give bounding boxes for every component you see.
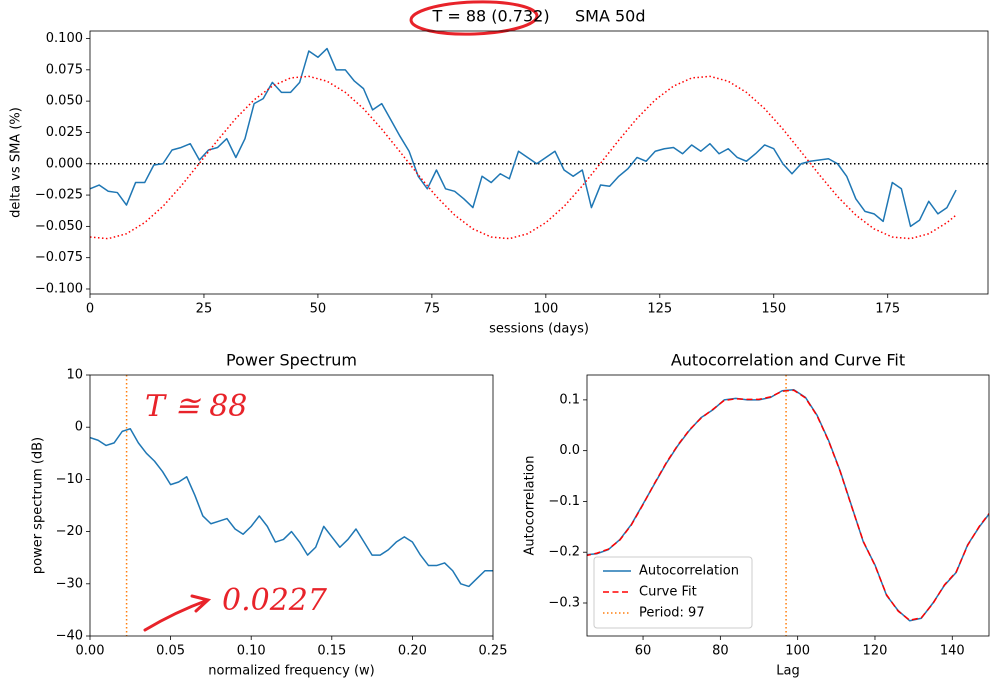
x-axis-label: normalized frequency (w) <box>208 664 374 679</box>
y-tick-label: −0.1 <box>548 494 580 509</box>
x-tick-label: 80 <box>712 644 729 659</box>
axes-frame <box>89 374 494 637</box>
series-line <box>90 75 957 240</box>
x-tick-label: 140 <box>940 644 965 659</box>
x-tick-label: 0.25 <box>479 644 508 659</box>
legend-label: Autocorrelation <box>639 564 739 579</box>
y-tick-label: −20 <box>56 524 83 539</box>
series-line <box>90 428 493 588</box>
y-tick-label: 0.025 <box>46 125 83 140</box>
y-axis-label: power spectrum (dB) <box>31 437 46 574</box>
x-tick-label: 100 <box>785 644 810 659</box>
y-tick-label: −30 <box>56 576 83 591</box>
y-tick-label: 0.100 <box>46 31 83 46</box>
handwritten-annotation: T ≅ 88 <box>145 389 247 424</box>
plot-area <box>587 375 989 636</box>
chart-title: T = 88 (0.732) SMA 50d <box>431 7 645 26</box>
axes-frame <box>89 30 989 295</box>
y-tick-label: 0.0 <box>559 443 580 458</box>
y-tick-label: −0.100 <box>35 281 83 296</box>
series-line <box>90 47 957 228</box>
y-tick-label: −0.2 <box>548 545 580 560</box>
legend-label: Period: 97 <box>639 606 705 621</box>
x-tick-label: 25 <box>196 302 213 317</box>
x-axis-label: sessions (days) <box>489 322 589 337</box>
x-tick-label: 100 <box>533 302 558 317</box>
plot-area <box>90 375 493 636</box>
y-tick-label: 0.075 <box>46 62 83 77</box>
axes-frame <box>586 374 990 637</box>
x-tick-label: 60 <box>635 644 652 659</box>
y-axis-label: Autocorrelation <box>523 456 538 556</box>
y-tick-label: 0 <box>75 420 83 435</box>
y-tick-label: −0.075 <box>35 250 83 265</box>
y-tick-label: −0.3 <box>548 595 580 610</box>
x-tick-label: 0.20 <box>398 644 427 659</box>
x-tick-label: 120 <box>863 644 888 659</box>
series-line <box>587 389 989 622</box>
chart-title: Autocorrelation and Curve Fit <box>671 351 905 370</box>
x-axis-label: Lag <box>776 664 799 679</box>
x-tick-label: 150 <box>761 302 786 317</box>
y-tick-label: 0.1 <box>559 392 580 407</box>
y-tick-label: 0.000 <box>46 156 83 171</box>
y-tick-label: −10 <box>56 472 83 487</box>
legend-box <box>593 556 753 629</box>
legend-label: Curve Fit <box>639 585 697 600</box>
x-tick-label: 0.00 <box>76 644 105 659</box>
handwritten-arrow <box>143 594 212 632</box>
handwritten-annotation: 0.0227 <box>222 583 328 618</box>
y-tick-label: −0.025 <box>35 188 83 203</box>
y-tick-label: 0.050 <box>46 94 83 109</box>
y-axis-label: delta vs SMA (%) <box>9 107 24 218</box>
x-tick-label: 125 <box>647 302 672 317</box>
chart-title: Power Spectrum <box>226 351 357 370</box>
x-tick-label: 75 <box>424 302 441 317</box>
x-tick-label: 175 <box>875 302 900 317</box>
x-tick-label: 50 <box>310 302 327 317</box>
y-tick-label: −40 <box>56 629 83 644</box>
x-tick-label: 0.15 <box>317 644 346 659</box>
plot-area <box>90 47 988 240</box>
x-tick-label: 0 <box>86 302 94 317</box>
y-tick-label: −0.050 <box>35 219 83 234</box>
handwritten-circle <box>409 0 539 36</box>
y-tick-label: 10 <box>66 368 83 383</box>
x-tick-label: 0.05 <box>156 644 185 659</box>
x-tick-label: 0.10 <box>237 644 266 659</box>
